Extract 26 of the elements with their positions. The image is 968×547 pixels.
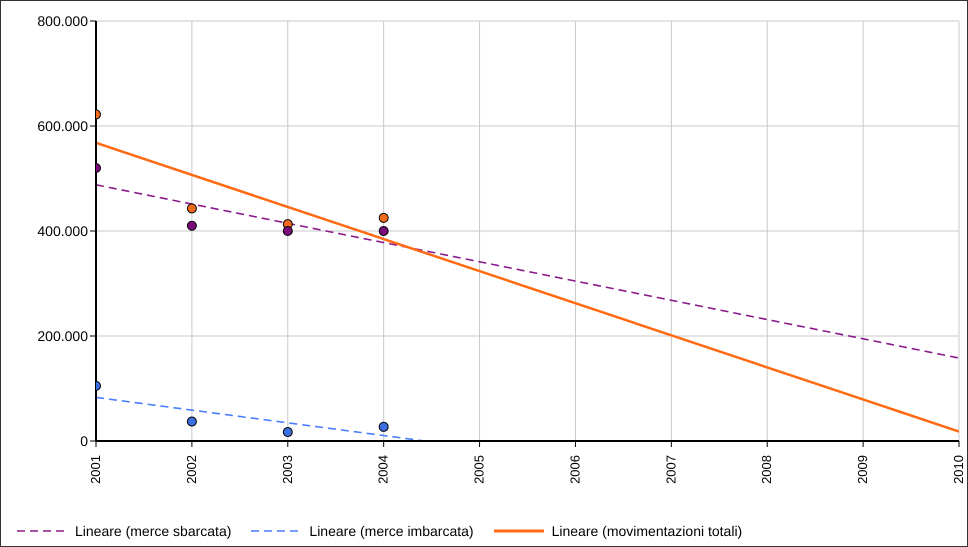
- y-tick-label: 800.000: [37, 12, 88, 29]
- legend-label: Lineare (merce sbarcata): [75, 523, 232, 539]
- point: [378, 422, 389, 432]
- x-tick-label: 2004: [376, 455, 391, 484]
- x-tick-label: 2005: [472, 455, 487, 484]
- point: [282, 427, 293, 438]
- legend-label: Lineare (merce imbarcata): [309, 523, 474, 539]
- point: [378, 212, 389, 223]
- x-tick-label: 2010: [951, 455, 966, 484]
- y-tick-label: 200.000: [37, 328, 88, 344]
- point: [282, 226, 293, 236]
- x-tick-label: 2007: [663, 455, 678, 484]
- x-tick-label: 2008: [759, 455, 774, 484]
- y-tick-label: 400.000: [37, 222, 88, 239]
- point: [186, 416, 197, 427]
- point: [186, 203, 197, 214]
- x-tick-label: 2003: [280, 455, 295, 484]
- x-tick-label: 2006: [567, 455, 582, 484]
- point: [378, 226, 389, 236]
- x-tick-label: 2009: [855, 455, 870, 484]
- y-tick-label: 600.000: [37, 118, 88, 134]
- x-tick-label: 2002: [184, 455, 199, 484]
- y-tick-label: 0: [80, 432, 88, 449]
- point: [186, 220, 197, 231]
- legend-label: Lineare (movimentazioni totali): [552, 523, 742, 539]
- x-tick-label: 2001: [88, 455, 103, 484]
